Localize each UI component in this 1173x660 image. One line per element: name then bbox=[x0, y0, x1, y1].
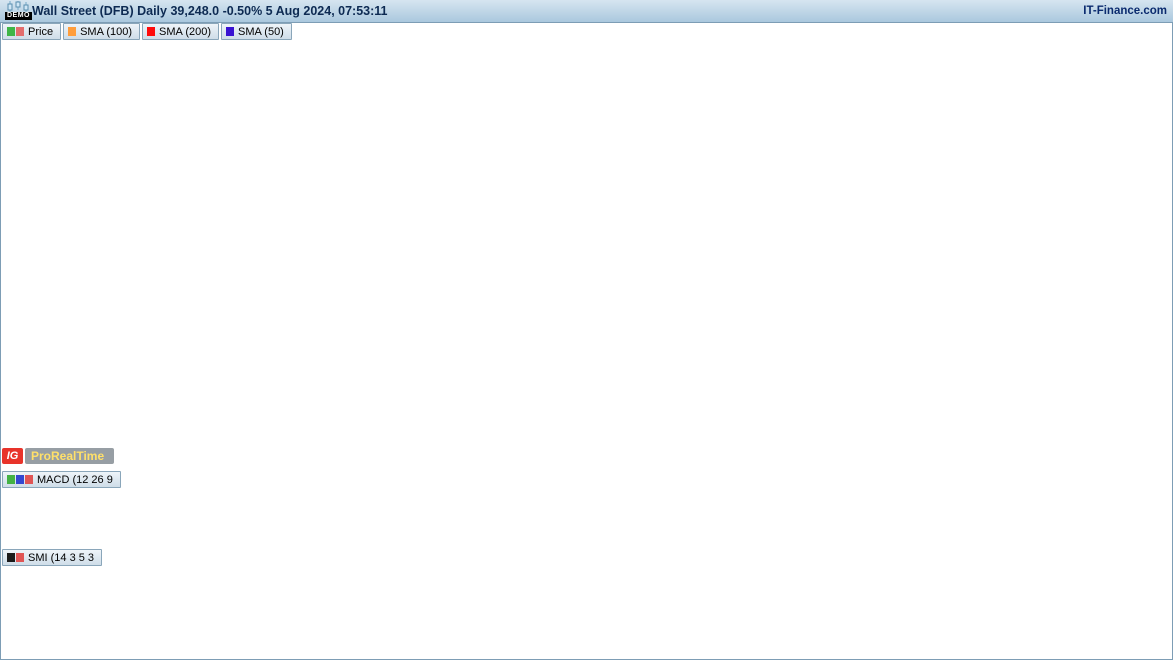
demo-badge: DEMO bbox=[5, 12, 32, 20]
sma200-swatch-icon bbox=[147, 27, 156, 36]
macd-legend-chip[interactable]: MACD (12 26 9 bbox=[2, 471, 121, 488]
sma50-swatch-icon bbox=[226, 27, 234, 36]
chart-title: Wall Street (DFB) Daily 39,248.0 -0.50% … bbox=[32, 4, 388, 18]
legend-chip-sma50[interactable]: SMA (50) bbox=[221, 23, 292, 40]
smi-swatch-icon bbox=[7, 553, 24, 562]
prorealtime-logo: ProRealTime bbox=[25, 448, 115, 464]
smi-legend-label: SMI (14 3 5 3 bbox=[28, 551, 95, 564]
prorealtime-watermark: IG ProRealTime bbox=[2, 448, 115, 464]
legend-chip-price[interactable]: Price bbox=[2, 23, 62, 40]
main-legend: Price SMA (100) SMA (200) SMA (50) bbox=[2, 23, 292, 40]
sma100-swatch-icon bbox=[68, 27, 77, 36]
ig-logo: IG bbox=[2, 448, 23, 464]
legend-label: SMA (200) bbox=[159, 25, 211, 38]
macd-swatch-icon bbox=[7, 475, 33, 484]
legend-label: SMA (100) bbox=[80, 25, 133, 38]
legend-chip-sma200[interactable]: SMA (200) bbox=[142, 23, 219, 40]
app-logo-candles-icon bbox=[7, 1, 29, 12]
macd-legend-label: MACD (12 26 9 bbox=[37, 473, 113, 486]
price-swatch-icon bbox=[7, 27, 24, 36]
legend-label: SMA (50) bbox=[238, 25, 284, 38]
brand-link[interactable]: IT-Finance.com bbox=[1083, 5, 1167, 17]
legend-label: Price bbox=[28, 25, 54, 38]
legend-chip-sma100[interactable]: SMA (100) bbox=[63, 23, 141, 40]
chart-header: DEMO Wall Street (DFB) Daily 39,248.0 -0… bbox=[0, 0, 1173, 23]
smi-legend-chip[interactable]: SMI (14 3 5 3 bbox=[2, 549, 103, 566]
